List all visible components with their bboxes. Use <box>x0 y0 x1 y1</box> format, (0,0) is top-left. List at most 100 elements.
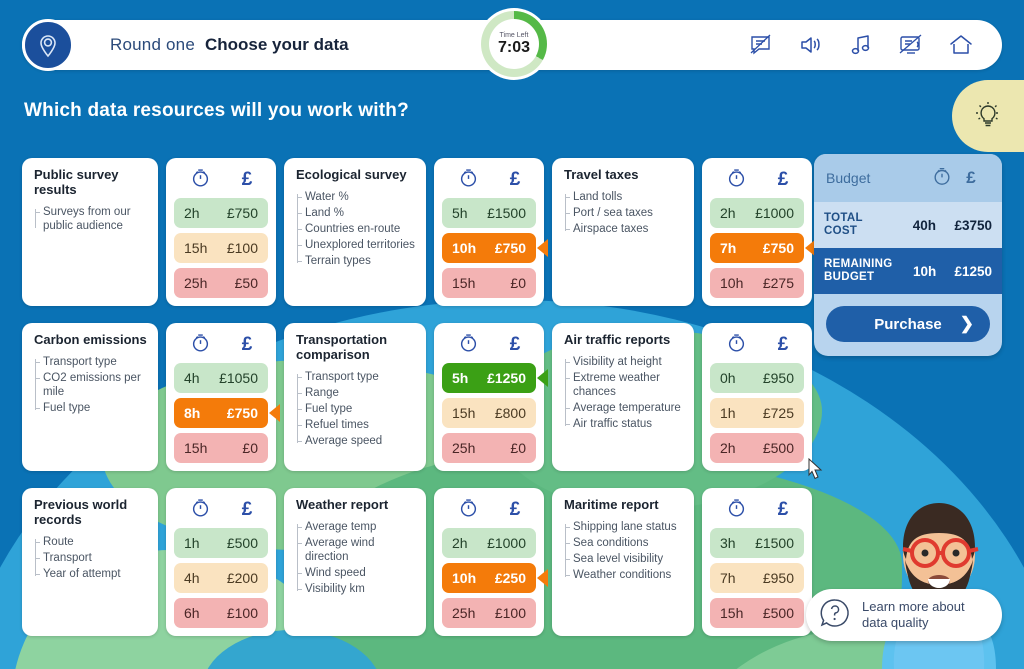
option-price: £1250 <box>487 370 526 386</box>
resource-bullet: Sea conditions <box>565 536 684 550</box>
selected-option-marker <box>537 569 548 587</box>
price-option-row[interactable]: 2h £1000 <box>442 528 536 558</box>
price-option-row[interactable]: 1h £500 <box>174 528 268 558</box>
purchase-button[interactable]: Purchase ❯ <box>826 306 990 342</box>
chat-off-icon[interactable] <box>746 30 776 60</box>
price-option-row[interactable]: 6h £100 <box>174 598 268 628</box>
stopwatch-icon <box>458 332 479 358</box>
resource-bullet: Land tolls <box>565 190 684 204</box>
option-hours: 25h <box>452 605 476 621</box>
price-option-row[interactable]: 2h £1000 <box>710 198 804 228</box>
price-option-row[interactable]: 3h £1500 <box>710 528 804 558</box>
resource-price-card: £5h £1250 15h £800 25h £0 <box>434 323 548 471</box>
remaining-budget-hours: 10h <box>913 263 937 279</box>
price-card-header: £ <box>442 496 536 524</box>
resource-bullet: Weather conditions <box>565 568 684 582</box>
option-price: £250 <box>494 570 526 586</box>
price-option-row[interactable]: 10h £750 <box>442 233 548 263</box>
resource-bullet: Year of attempt <box>35 567 148 581</box>
option-price: £100 <box>494 605 526 621</box>
currency-symbol: £ <box>777 169 789 190</box>
screen-share-off-icon[interactable] <box>896 30 926 60</box>
option-price: £1500 <box>487 205 526 221</box>
price-option-row[interactable]: 8h £750 <box>174 398 280 428</box>
price-option-row[interactable]: 4h £200 <box>174 563 268 593</box>
price-option-row[interactable]: 5h £1250 <box>442 363 548 393</box>
resource-bullet-list: Land tolls Port / sea taxes Airspace taxes <box>564 190 684 236</box>
music-note-icon[interactable] <box>846 30 876 60</box>
resource-bullet-list: Transport type Range Fuel type Refuel times… <box>296 370 416 448</box>
resource-info-card: Previous world records Route Transport Year… <box>22 488 158 636</box>
price-option-row[interactable]: 25h £50 <box>174 268 268 298</box>
page-title: Which data resources will you work with? <box>24 100 409 121</box>
budget-panel: Budget £ TOTAL COST 40h £3750 REMAINING … <box>814 154 1002 356</box>
price-option-row[interactable]: 15h £500 <box>710 598 804 628</box>
currency-symbol: £ <box>509 499 521 520</box>
resource-info-card: Carbon emissions Transport type CO2 emissi… <box>22 323 158 471</box>
price-option-row[interactable]: 15h £0 <box>442 268 536 298</box>
total-cost-price: £3750 <box>954 217 992 233</box>
resource-bullet: Average wind direction <box>297 536 416 564</box>
price-option-row[interactable]: 4h £1050 <box>174 363 268 393</box>
total-cost-hours: 40h <box>912 217 936 233</box>
remaining-budget-label: REMAINING BUDGET <box>824 257 893 283</box>
resource-price-card: £0h £950 1h £725 2h £500 <box>702 323 812 471</box>
resource-bullet-list: Visibility at height Extreme weather chan… <box>564 355 684 431</box>
resource-price-card: £5h £1500 10h £750 15h £0 <box>434 158 548 306</box>
price-option-row[interactable]: 7h £950 <box>710 563 804 593</box>
price-option-row[interactable]: 10h £275 <box>710 268 804 298</box>
resource-bullet: Fuel type <box>297 402 416 416</box>
learn-more-button[interactable]: Learn more about data quality <box>806 589 1002 641</box>
resource-price-card: £1h £500 4h £200 6h £100 <box>166 488 276 636</box>
price-option-row[interactable]: 15h £800 <box>442 398 536 428</box>
top-bar-icon-group <box>746 20 976 70</box>
currency-symbol: £ <box>241 334 253 355</box>
resource-info-card: Travel taxes Land tolls Port / sea taxes Ai… <box>552 158 694 306</box>
resource-title: Public survey results <box>34 167 119 197</box>
data-resource-grid: Public survey results Surveys from our pu… <box>22 158 816 636</box>
resource-bullet: Unexplored territories <box>297 238 415 251</box>
resource-bullet: Shipping lane status <box>565 520 684 534</box>
home-icon[interactable] <box>946 30 976 60</box>
selected-option-marker <box>537 239 548 257</box>
price-option-row[interactable]: 0h £950 <box>710 363 804 393</box>
option-price: £275 <box>762 275 794 291</box>
option-hours: 1h <box>720 405 736 421</box>
resource-bullet: Average speed <box>297 434 416 448</box>
round-title: Choose your data <box>204 35 349 54</box>
price-option-row[interactable]: 5h £1500 <box>442 198 536 228</box>
sound-on-icon[interactable] <box>796 30 826 60</box>
price-option-row[interactable]: 25h £0 <box>442 433 536 463</box>
budget-title: Budget <box>826 170 871 186</box>
resource-bullet: Terrain types <box>297 254 416 268</box>
resource-bullet: Route <box>35 535 148 549</box>
budget-header: Budget £ <box>814 154 1002 202</box>
lightbulb-icon[interactable] <box>952 80 1024 152</box>
chevron-right-icon: ❯ <box>959 314 974 333</box>
currency-symbol: £ <box>777 334 789 355</box>
price-option-row[interactable]: 15h £100 <box>174 233 268 263</box>
price-option-row[interactable]: 15h £0 <box>174 433 268 463</box>
purchase-button-label: Purchase <box>874 315 942 333</box>
option-price: £750 <box>762 240 794 256</box>
stopwatch-icon <box>458 497 479 523</box>
remaining-budget-row: REMAINING BUDGET 10h £1250 <box>814 248 1002 294</box>
price-option-row[interactable]: 2h £750 <box>174 198 268 228</box>
option-hours: 15h <box>720 605 744 621</box>
budget-currency: £ <box>966 168 976 187</box>
resource-title: Ecological survey <box>296 167 407 182</box>
resource-bullet-list: Surveys from our public audience <box>34 205 148 233</box>
option-price: £0 <box>510 275 526 291</box>
learn-more-line2: data quality <box>862 615 929 630</box>
option-price: £1050 <box>219 370 258 386</box>
price-option-row[interactable]: 7h £750 <box>710 233 816 263</box>
price-option-row[interactable]: 25h £100 <box>442 598 536 628</box>
timer-value: 7:03 <box>497 39 531 56</box>
stopwatch-icon <box>726 332 747 358</box>
price-option-row[interactable]: 2h £500 <box>710 433 804 463</box>
option-hours: 10h <box>720 275 744 291</box>
price-option-row[interactable]: 10h £250 <box>442 563 548 593</box>
option-price: £1500 <box>755 535 794 551</box>
resource-price-card: £3h £1500 7h £950 15h £500 <box>702 488 812 636</box>
price-option-row[interactable]: 1h £725 <box>710 398 804 428</box>
